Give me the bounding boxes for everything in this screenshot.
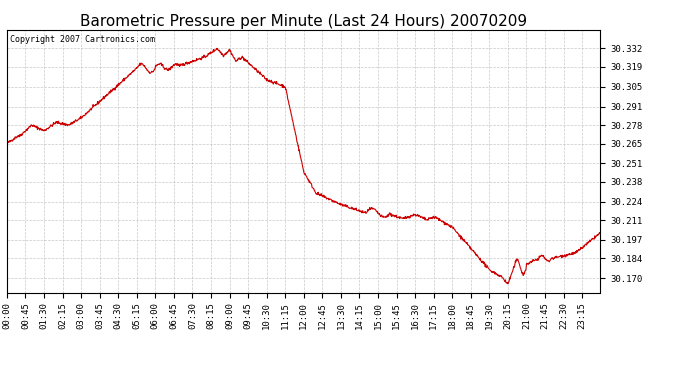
Text: Copyright 2007 Cartronics.com: Copyright 2007 Cartronics.com — [10, 35, 155, 44]
Title: Barometric Pressure per Minute (Last 24 Hours) 20070209: Barometric Pressure per Minute (Last 24 … — [80, 14, 527, 29]
